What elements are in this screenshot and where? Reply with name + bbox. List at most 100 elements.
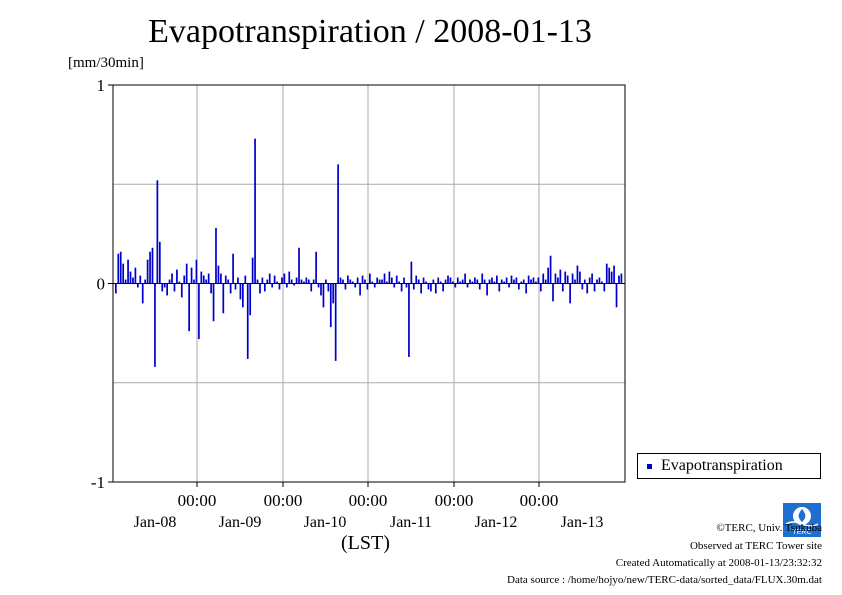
bar (554, 273, 557, 284)
bar (171, 273, 173, 284)
bar (522, 279, 525, 284)
bar (559, 269, 562, 284)
bar (508, 283, 510, 288)
bar (488, 279, 491, 284)
bar (136, 283, 139, 288)
bar (271, 283, 274, 288)
x-tick-label-date: Jan-09 (219, 514, 262, 531)
x-tick-label-date: Jan-08 (134, 514, 177, 531)
bar (239, 283, 242, 300)
bar (505, 277, 508, 284)
bar (117, 253, 120, 284)
bar (122, 263, 125, 284)
bar (425, 281, 427, 284)
bar (469, 279, 471, 284)
bar (601, 281, 603, 284)
bar (412, 283, 415, 290)
bar (566, 275, 569, 284)
bar (610, 271, 613, 284)
bar (569, 283, 571, 304)
bar (268, 273, 271, 284)
y-tick-label: 1 (97, 76, 106, 95)
bar (222, 283, 225, 314)
bar (373, 283, 376, 288)
bar (124, 279, 127, 284)
bar (325, 279, 327, 284)
bar (256, 279, 259, 284)
bar (388, 271, 391, 284)
bar (371, 281, 374, 284)
bar (349, 279, 352, 284)
bar (329, 283, 332, 328)
bar (603, 283, 606, 292)
bar (237, 277, 239, 284)
bar (166, 283, 168, 296)
x-tick-label-time: 00:00 (264, 491, 303, 510)
bar (220, 273, 222, 284)
bar (139, 275, 142, 284)
bar (369, 273, 371, 284)
bar (586, 283, 589, 294)
bar (141, 283, 144, 304)
x-tick-label-time: 00:00 (520, 491, 559, 510)
credit-copyright: ©TERC, Univ. Tsukuba (716, 522, 822, 534)
bar (410, 261, 413, 284)
bar (527, 275, 530, 284)
bar (290, 279, 293, 284)
bar (452, 281, 454, 284)
bar (481, 273, 484, 284)
bar (129, 271, 132, 284)
bar (273, 275, 276, 284)
bar (383, 273, 386, 284)
bar (195, 259, 198, 284)
bar (483, 279, 486, 284)
bar (285, 283, 288, 288)
bar (183, 275, 186, 284)
bar (535, 281, 537, 284)
bar (115, 283, 117, 294)
x-tick-label-time: 00:00 (178, 491, 217, 510)
bar (207, 273, 210, 284)
bar (293, 283, 295, 286)
bar (439, 281, 442, 284)
bar (547, 267, 549, 284)
bar (205, 279, 208, 284)
bar (408, 283, 410, 357)
bar (500, 279, 503, 284)
bar (359, 283, 361, 296)
bar (442, 283, 444, 292)
bar (132, 277, 134, 284)
bar (278, 283, 281, 290)
bar (327, 283, 330, 292)
bar (347, 275, 349, 284)
bar (173, 283, 176, 292)
bar (381, 279, 383, 284)
bar (532, 277, 535, 284)
bar (200, 271, 203, 284)
bar (188, 283, 190, 332)
bar (398, 281, 401, 284)
bar (180, 283, 183, 298)
bar (620, 273, 623, 284)
bar (354, 283, 357, 288)
bar (307, 279, 310, 284)
bar (315, 251, 317, 284)
y-unit-label: [mm/30min] (68, 55, 144, 71)
bar (251, 257, 254, 284)
bar (471, 281, 474, 284)
bar (525, 283, 528, 294)
bar (305, 277, 308, 284)
bar (249, 283, 252, 316)
bar (210, 283, 212, 294)
bar (144, 279, 147, 284)
bar (310, 283, 313, 292)
bar (466, 283, 469, 288)
x-tick-label-date: Jan-13 (561, 514, 604, 531)
bar (564, 271, 567, 284)
bar (549, 255, 552, 284)
bar (378, 279, 381, 284)
bar (405, 283, 408, 288)
bar (493, 281, 496, 284)
bar (295, 277, 298, 284)
bar (151, 247, 154, 284)
